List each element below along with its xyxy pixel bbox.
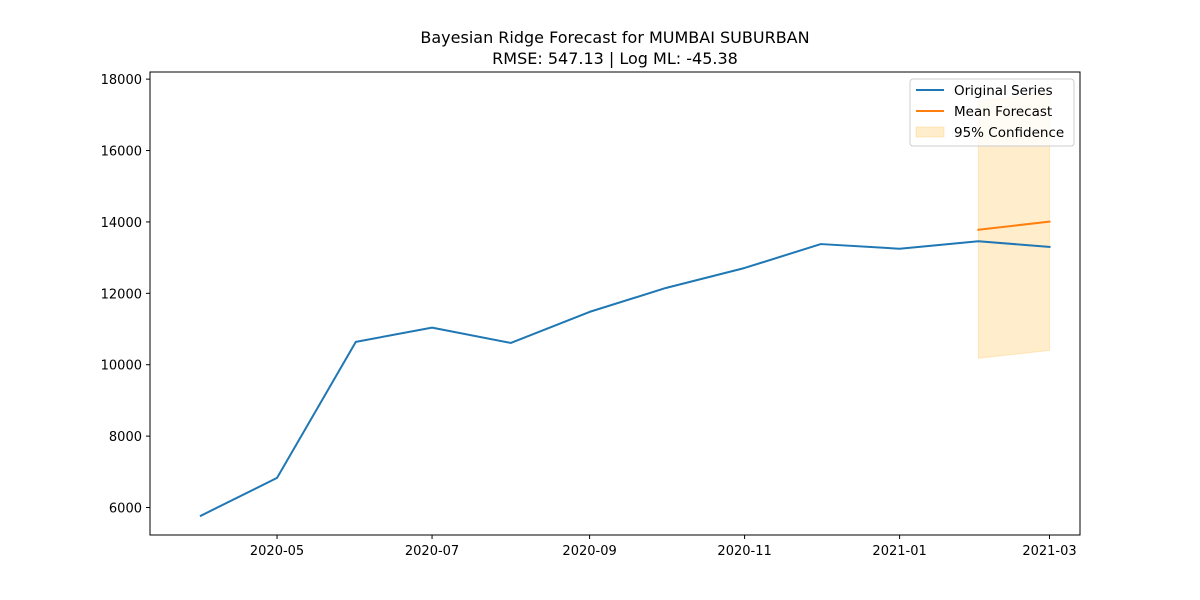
- x-tick-label: 2021-01: [872, 544, 926, 559]
- data-point-original-series: [819, 242, 823, 246]
- data-point-original-series: [354, 340, 358, 344]
- data-point-original-series: [664, 286, 668, 290]
- x-tick-label: 2020-07: [405, 544, 459, 559]
- y-tick-label: 10000: [101, 359, 142, 374]
- data-point-original-series: [275, 476, 279, 480]
- data-point-original-series: [976, 239, 980, 243]
- series-line-mean-forecast: [977, 220, 1051, 231]
- y-tick-label: 18000: [101, 73, 142, 88]
- legend-label-confidence: 95% Confidence: [954, 125, 1064, 141]
- data-point-original-series: [898, 247, 902, 251]
- data-point-original-series: [430, 326, 434, 330]
- data-point-original-series: [509, 341, 513, 345]
- plot-area: 6000 8000 10000 12000 14000 16000 18000 2020-05…: [101, 71, 1081, 559]
- data-point-mean-forecast: [1048, 220, 1052, 224]
- data-point-original-series: [199, 514, 203, 518]
- axes-frame: [149, 71, 1081, 536]
- x-tick-label: 2021-03: [1022, 544, 1076, 559]
- y-tick-label: 6000: [109, 502, 142, 517]
- data-point-original-series: [743, 266, 747, 270]
- x-tick-label: 2020-11: [717, 544, 771, 559]
- legend-frame: [909, 78, 1075, 147]
- series-line-original-series: [199, 240, 1051, 518]
- legend-label-original-series: Original Series: [954, 83, 1053, 99]
- y-tick-label: 16000: [101, 145, 142, 160]
- chart-title: Bayesian Ridge Forecast for MUMBAI SUBUR…: [420, 28, 809, 47]
- legend: Original Series Mean Forecast 95% Confid…: [909, 78, 1075, 147]
- data-point-original-series: [1048, 245, 1052, 249]
- y-tick-label: 12000: [101, 287, 142, 302]
- x-tick-label: 2020-09: [562, 544, 616, 559]
- y-tick-label: 14000: [101, 216, 142, 231]
- data-point-mean-forecast: [976, 228, 980, 232]
- chart-subtitle: RMSE: 547.13 | Log ML: -45.38: [492, 49, 738, 68]
- x-tick-label: 2020-05: [250, 544, 304, 559]
- data-point-original-series: [588, 310, 592, 314]
- legend-swatch-confidence: [915, 126, 945, 138]
- y-tick-label: 8000: [109, 430, 142, 445]
- legend-label-mean-forecast: Mean Forecast: [954, 104, 1052, 120]
